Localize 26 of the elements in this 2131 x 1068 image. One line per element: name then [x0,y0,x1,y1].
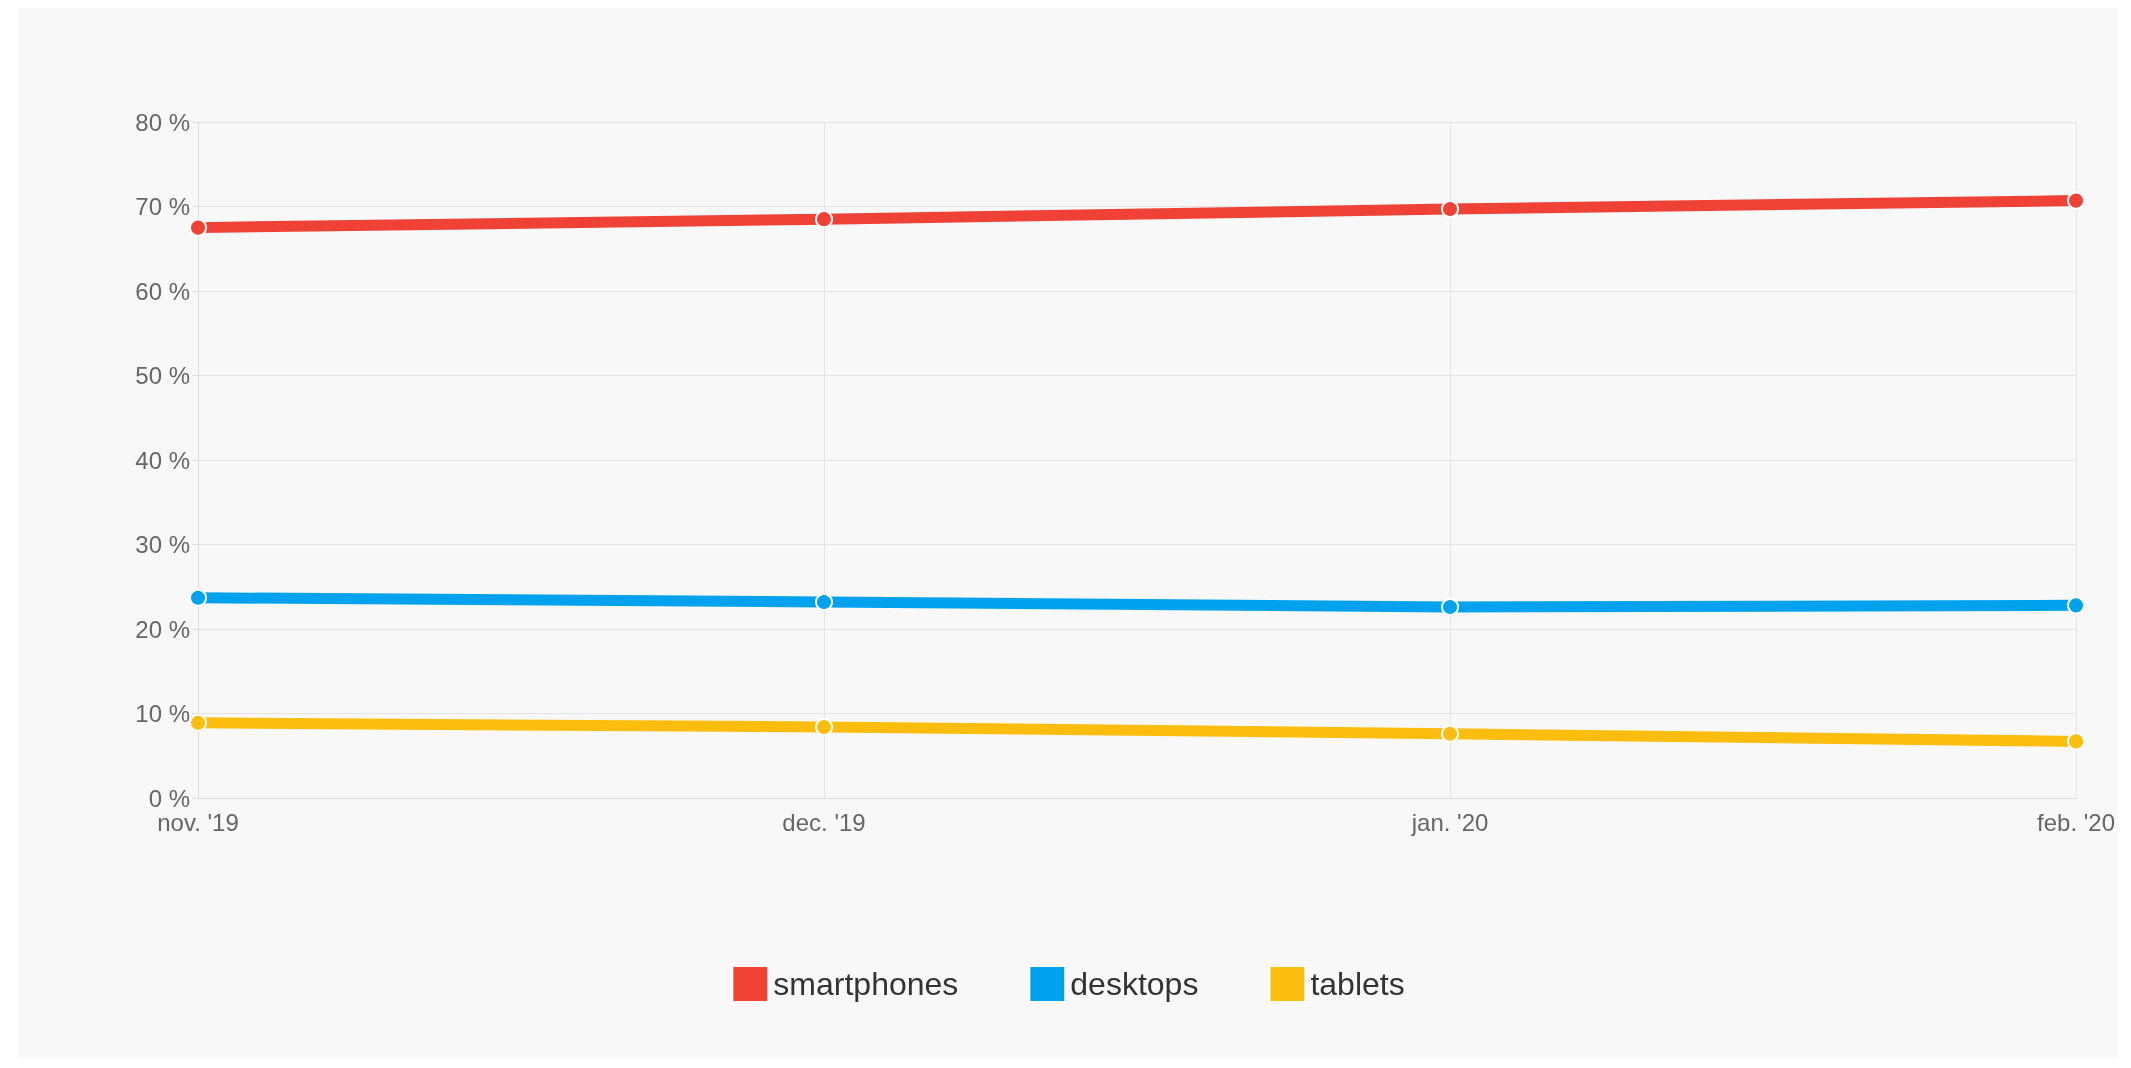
y-tick-label: 50 % [135,362,190,389]
x-tick-label: jan. '20 [1410,808,1489,836]
y-tick-label: 10 % [135,700,190,727]
point [189,588,207,607]
point [815,718,833,737]
point [1441,200,1460,219]
point [189,713,207,732]
point [815,210,833,229]
point [1441,598,1460,617]
legend-label: tablets [1310,966,1405,1002]
point [1441,724,1460,743]
y-tick-label: 80 % [135,108,190,136]
x-tick-label: dec. '19 [782,808,866,836]
legend-label: desktops [1070,966,1199,1002]
y-tick-label: 20 % [135,615,190,643]
point [189,218,207,237]
y-tick-label: 60 % [135,277,190,305]
point [2067,596,2086,615]
x-tick-label: feb. '20 [2037,808,2115,836]
point [815,592,833,611]
point [2067,191,2086,210]
legend-label: smartphones [773,966,959,1002]
y-tick-label: 70 % [135,193,190,220]
y-tick-label: 40 % [135,446,190,474]
point [2067,732,2086,751]
y-tick-label: 30 % [135,531,190,558]
